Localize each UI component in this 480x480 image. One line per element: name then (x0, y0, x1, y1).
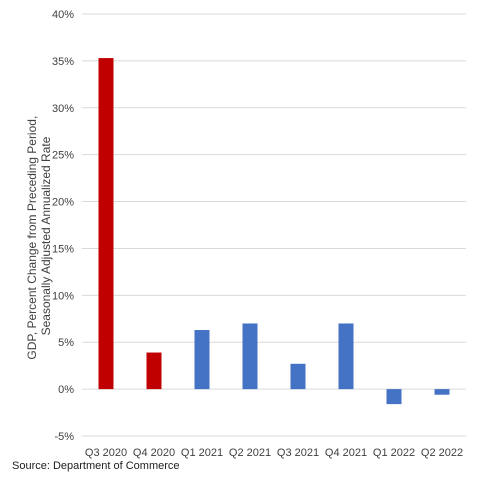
bar (146, 352, 162, 390)
y-axis-label-line-1: GDP, Percent Change from Preceding Perio… (25, 116, 39, 360)
y-tick-label: -5% (54, 431, 74, 443)
gridlines (82, 13, 466, 437)
x-axis-ticks: Q3 2020 Q4 2020 Q1 2021 Q2 2021 Q3 2021 Q4 20… (85, 447, 463, 459)
x-tick-label: Q1 2021 (181, 447, 223, 459)
x-tick-label: Q3 2021 (277, 447, 319, 459)
y-tick-label: 0% (58, 384, 74, 396)
bar (290, 363, 306, 390)
y-tick-label: 5% (58, 337, 74, 349)
bar (98, 58, 114, 390)
source-note: Source: Department of Commerce (12, 460, 180, 472)
bar (386, 389, 402, 405)
y-tick-label: 40% (52, 9, 74, 21)
y-tick-label: 35% (52, 56, 74, 68)
y-tick-label: 20% (52, 197, 74, 209)
y-tick-label: 30% (52, 103, 74, 115)
bar (434, 389, 450, 395)
bar (338, 323, 354, 390)
y-tick-label: 10% (52, 290, 74, 302)
y-axis-ticks: -5% 0% 5% 10% 15% 20% 25% 30% 35% 40% (52, 9, 74, 443)
bar (194, 330, 210, 390)
y-axis-label-line-2: Seasonally Adjusted Annualized Rate (39, 136, 53, 335)
x-tick-label: Q4 2021 (325, 447, 367, 459)
x-tick-label: Q4 2020 (133, 447, 175, 459)
bar (242, 323, 258, 390)
y-tick-label: 15% (52, 243, 74, 255)
x-tick-label: Q2 2022 (421, 447, 463, 459)
x-tick-label: Q2 2021 (229, 447, 271, 459)
x-tick-label: Q1 2022 (373, 447, 415, 459)
y-axis-label: GDP, Percent Change from Preceding Perio… (25, 112, 53, 359)
x-tick-label: Q3 2020 (85, 447, 127, 459)
y-tick-label: 25% (52, 150, 74, 162)
bars (98, 58, 450, 405)
